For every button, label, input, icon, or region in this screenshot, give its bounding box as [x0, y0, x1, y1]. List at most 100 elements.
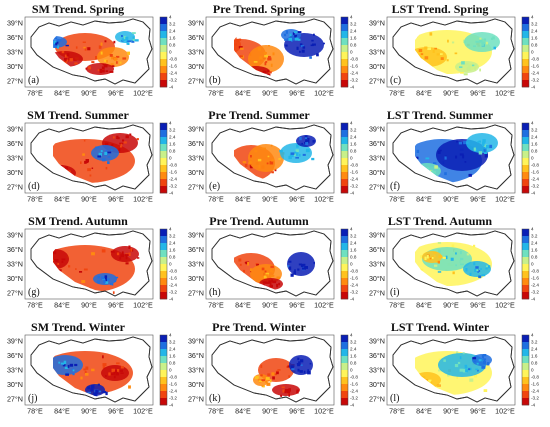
lat-tick: 39°N — [7, 231, 23, 240]
panel-sm-spring: SM Trend. Spring 39°N 36°N 33°N 30°N 27°N 78°… — [3, 2, 185, 106]
colorbar-segment — [522, 342, 529, 350]
trend-pixel — [102, 366, 106, 369]
trend-pixel — [247, 262, 250, 266]
trend-pixel — [482, 41, 486, 44]
colorbar-tick: -1.6 — [169, 170, 177, 175]
trend-pixel — [480, 268, 482, 270]
colorbar-tick: -4 — [169, 85, 174, 90]
colorbar-tick: 3.2 — [350, 340, 357, 345]
colorbar-frame — [340, 122, 349, 194]
trend-pixel — [437, 271, 442, 273]
trend-pixel — [271, 159, 273, 162]
trend-pixel — [97, 383, 100, 386]
colorbar-tick: 2.4 — [350, 135, 357, 140]
colorbar-segment — [341, 391, 348, 399]
trend-pixel — [253, 61, 258, 63]
lat-tick: 33°N — [369, 154, 385, 163]
trend-pixel — [446, 59, 449, 62]
trend-pixel — [234, 45, 235, 49]
colorbar-tick: -2.4 — [169, 389, 177, 394]
colorbar-segment — [341, 17, 348, 25]
trend-pixel — [460, 251, 462, 255]
trend-pixel — [132, 36, 135, 39]
trend-pixel — [434, 47, 437, 50]
panel-pre-spring: Pre Trend. Spring 39°N 36°N 33°N 30°N 27°N 78… — [184, 2, 366, 106]
trend-pixel — [438, 168, 440, 170]
lon-tick: 96°E — [289, 195, 305, 204]
lon-tick: 84°E — [235, 301, 251, 310]
trend-pixel — [117, 369, 120, 372]
trend-pixel — [313, 33, 315, 36]
colorbar-tick: -1.6 — [531, 64, 539, 69]
panel-label: (l) — [390, 393, 399, 404]
lat-tick: 36°N — [369, 33, 385, 42]
colorbar-segment — [160, 236, 167, 244]
trend-pixel — [296, 46, 299, 50]
panel-label: (i) — [390, 287, 399, 298]
lon-tick: 96°E — [108, 301, 124, 310]
colorbar-tick: 4 — [169, 227, 172, 232]
trend-pixel — [85, 159, 89, 163]
colorbar-segment — [341, 59, 348, 67]
trend-pixel — [85, 67, 88, 70]
lon-tick: 102°E — [133, 301, 153, 310]
colorbar-segment — [341, 335, 348, 343]
map-pre-autumn: 39°N 36°N 33°N 30°N 27°N 78°E 84°E 90°E 96°E 102°… — [188, 227, 358, 310]
trend-pixel — [101, 69, 105, 73]
colorbar-tick: -4 — [531, 403, 536, 408]
lon-tick: 102°E — [314, 301, 334, 310]
trend-pixel — [298, 263, 302, 266]
trend-pixel — [255, 263, 259, 265]
trend-pixel — [115, 373, 119, 376]
trend-pixel — [91, 368, 95, 372]
trend-pixel — [424, 256, 427, 260]
colorbar-segment — [522, 257, 529, 265]
trend-pixel — [479, 37, 482, 40]
colorbar-tick: -4 — [531, 297, 536, 302]
trend-pixel — [295, 149, 299, 153]
colorbar-tick: 0 — [531, 368, 534, 373]
trend-pixel — [82, 153, 85, 156]
trend-pixel — [269, 379, 272, 383]
trend-pixel — [57, 263, 60, 265]
trend-pixel — [297, 368, 300, 372]
colorbar-segment — [341, 285, 348, 293]
trend-pixel — [81, 280, 86, 283]
trend-pixel — [105, 142, 109, 147]
trend-pixel — [294, 37, 299, 41]
lat-tick: 33°N — [188, 366, 204, 375]
trend-pixel — [249, 161, 253, 164]
trend-pixel — [481, 274, 486, 277]
colorbar-segment — [341, 384, 348, 392]
trend-pixel — [291, 368, 295, 371]
plateau-outline — [211, 230, 334, 297]
colorbar-tick: -1.6 — [531, 382, 539, 387]
colorbar-tick: -4 — [350, 403, 355, 408]
trend-pixel — [304, 135, 308, 138]
colorbar-segment — [522, 356, 529, 364]
trend-field — [253, 355, 313, 399]
panel-label: (f) — [390, 181, 400, 192]
lon-tick: 102°E — [314, 195, 334, 204]
trend-pixel — [83, 268, 88, 271]
trend-pixel — [455, 264, 457, 267]
lon-tick: 78°E — [389, 301, 405, 310]
colorbar-tick: -4 — [350, 297, 355, 302]
trend-pixel — [97, 280, 100, 284]
colorbar-segment — [522, 73, 529, 81]
lon-tick: 102°E — [495, 407, 515, 416]
trend-pixel — [464, 366, 468, 369]
trend-pixel — [484, 152, 487, 154]
panel-title: LST Trend. Autumn — [387, 214, 493, 228]
lon-tick: 90°E — [443, 89, 459, 98]
lat-tick: 36°N — [7, 245, 23, 254]
colorbar-tick: 0 — [350, 156, 353, 161]
lat-tick: 30°N — [369, 168, 385, 177]
trend-pixel — [418, 49, 423, 53]
trend-pixel — [91, 252, 95, 256]
trend-pixel — [63, 60, 67, 64]
trend-pixel — [284, 388, 289, 393]
trend-pixel — [460, 263, 464, 266]
trend-pixel — [289, 266, 292, 270]
trend-pixel — [440, 255, 443, 258]
